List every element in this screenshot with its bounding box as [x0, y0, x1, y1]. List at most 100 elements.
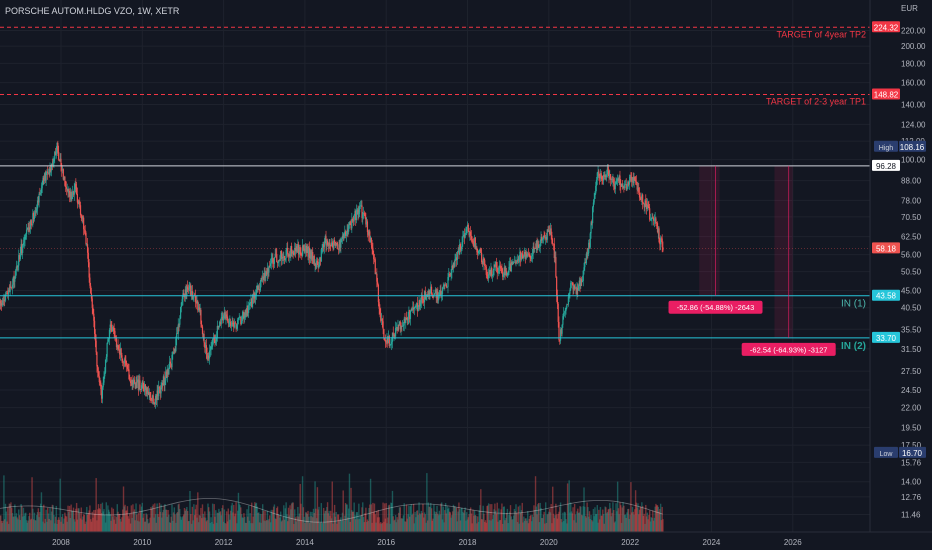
volume-bar	[86, 506, 88, 532]
projection-2-band	[774, 165, 793, 338]
candle-body	[248, 303, 250, 306]
candle-body	[263, 272, 265, 281]
x-tick-label: 2020	[540, 538, 558, 547]
volume-bar	[399, 507, 401, 532]
volume-bar	[609, 508, 612, 532]
volume-bar	[188, 521, 190, 532]
volume-bar	[661, 506, 663, 532]
candle-body	[222, 315, 225, 321]
volume-bar	[580, 506, 582, 532]
volume-bar	[123, 506, 126, 532]
volume-bar	[344, 503, 347, 532]
volume-bar	[185, 509, 187, 532]
candle-body	[187, 289, 190, 290]
volume-bar	[16, 517, 18, 532]
candle-body	[626, 188, 628, 190]
candle-body	[598, 171, 600, 177]
candle-body	[226, 316, 229, 321]
candle-body	[455, 257, 458, 260]
volume-bar	[309, 511, 312, 532]
volume-bar	[509, 511, 511, 532]
volume-bar	[130, 505, 133, 532]
volume-bar	[247, 516, 249, 532]
candle-body	[193, 295, 195, 298]
volume-bar	[441, 502, 443, 532]
volume-bar	[21, 516, 24, 532]
candle-body	[201, 324, 203, 327]
candle-body	[636, 183, 638, 190]
volume-bar	[228, 514, 230, 532]
volume-bar	[304, 512, 307, 532]
volume-bar	[456, 521, 459, 532]
candle-body	[490, 268, 492, 275]
volume-bar	[582, 506, 584, 532]
candle-body	[255, 289, 258, 295]
candle-body	[162, 376, 164, 385]
volume-bar	[319, 522, 321, 532]
volume-bar	[574, 514, 577, 532]
volume-bar	[32, 519, 35, 532]
candle-body	[159, 387, 161, 394]
candle-body	[197, 307, 200, 311]
low-price-text: 16.70	[902, 449, 923, 458]
volume-bar	[164, 504, 166, 532]
candle-body	[454, 258, 456, 267]
candle-body	[563, 312, 566, 314]
candle-body	[247, 305, 249, 313]
candle-body	[532, 246, 534, 255]
candle-body	[76, 194, 78, 203]
price-axis[interactable]: 220.00200.00180.00160.00140.00124.00112.…	[901, 26, 926, 519]
volume-bar	[218, 512, 221, 532]
candle-body	[233, 322, 236, 328]
in-1-price-text: 43.58	[876, 292, 897, 301]
candle-body	[145, 387, 147, 390]
volume-bar	[279, 517, 281, 532]
volume-bar	[429, 506, 431, 532]
candle-body	[169, 361, 171, 368]
volume-bar	[179, 509, 181, 532]
volume-bar	[444, 503, 447, 532]
volume-bar	[640, 507, 642, 532]
volume-bar	[523, 516, 525, 532]
volume-bar	[27, 520, 29, 532]
candle-body	[377, 281, 379, 285]
volume-bar	[466, 512, 468, 532]
volume-bar	[227, 508, 229, 532]
volume-bar	[317, 509, 319, 532]
volume-bar	[76, 519, 79, 532]
candle-body	[153, 402, 155, 404]
candle-body	[508, 266, 510, 273]
volume-bar	[534, 476, 537, 532]
candle-body	[11, 287, 13, 289]
candle-body	[503, 267, 505, 275]
volume-bar	[177, 504, 179, 532]
candle-body	[402, 325, 405, 327]
candle-body	[244, 317, 246, 319]
volume-bar	[533, 505, 535, 532]
time-axis[interactable]: 2008 2010 2012 2014 2016 2018 2020 2022 2024 2026	[52, 538, 802, 547]
candle-body	[192, 297, 194, 299]
volume-bar	[587, 507, 589, 532]
volume-bar	[470, 513, 473, 532]
candle-body	[572, 282, 574, 290]
volume-bar	[410, 504, 412, 532]
candle-body	[94, 333, 96, 341]
volume-bar	[272, 506, 275, 532]
candle-body	[112, 327, 114, 329]
volume-bar	[222, 505, 224, 532]
y-tick-label: 220.00	[901, 26, 926, 35]
candle-body	[482, 258, 484, 264]
volume-bar	[560, 519, 563, 532]
candle-body	[8, 289, 10, 292]
candle-body	[316, 260, 319, 266]
volume-bar	[133, 509, 136, 532]
candle-body	[513, 262, 515, 264]
candle-body	[347, 229, 349, 232]
candle-body	[110, 324, 112, 327]
volume-bar	[498, 520, 501, 532]
volume-bar	[476, 516, 479, 532]
candle-body	[119, 349, 121, 355]
candle-body	[151, 395, 154, 401]
